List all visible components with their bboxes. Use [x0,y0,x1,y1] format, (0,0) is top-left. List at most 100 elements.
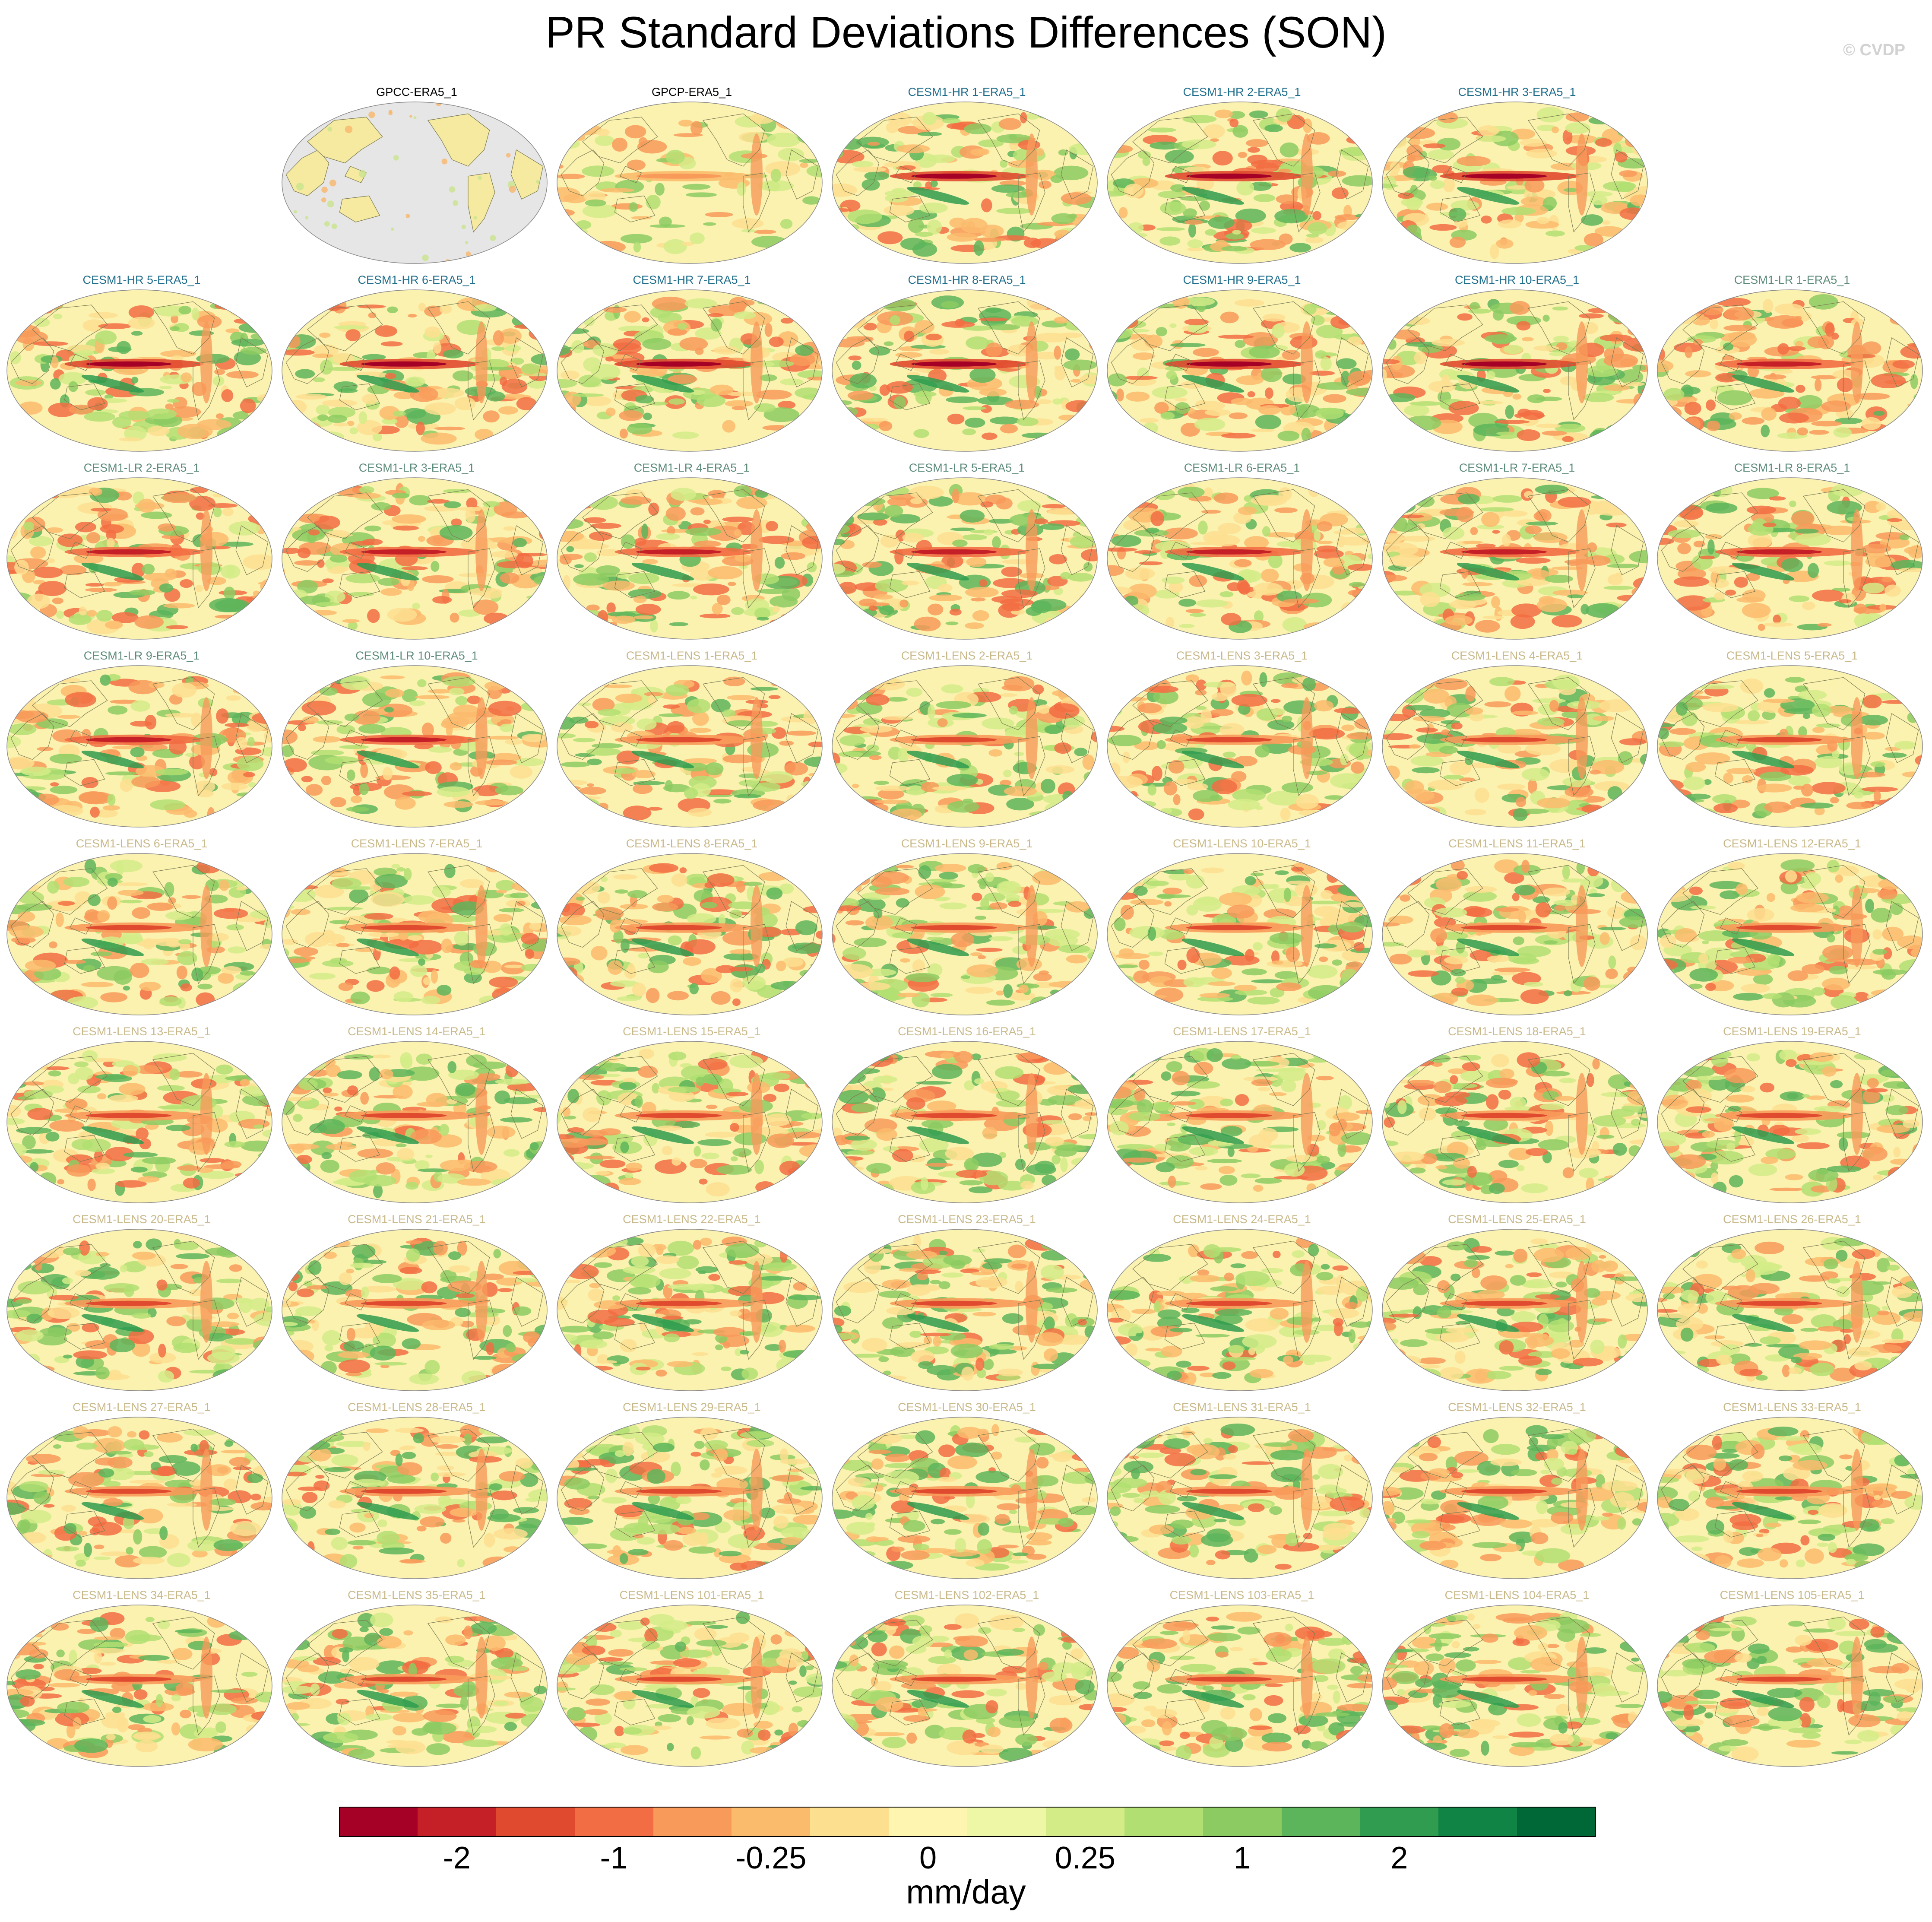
map-panel-title: CESM1-LR 4-ERA5_1 [633,461,750,474]
map-panel: CESM1-LENS 19-ERA5_1 [1656,1024,1928,1212]
map-panel-title: CESM1-LENS 15-ERA5_1 [623,1025,761,1038]
map-panel-image [1657,1605,1923,1767]
map-panel-grid: GPCC-ERA5_1 GPCP-ERA5_1 CESM1-HR 1-ERA5_1 C… [6,84,1928,1767]
map-panel-image [557,1229,823,1391]
map-panel-image [832,1605,1098,1767]
map-panel-image [1382,1041,1648,1203]
map-panel-image [6,1041,272,1203]
map-panel-title: CESM1-LENS 16-ERA5_1 [898,1025,1036,1038]
map-panel: CESM1-LENS 21-ERA5_1 [281,1212,553,1399]
colorbar-box [889,1807,968,1837]
map-panel-title: CESM1-LENS 8-ERA5_1 [626,837,758,850]
colorbar-box [810,1807,889,1837]
map-panel-title: CESM1-LR 2-ERA5_1 [83,461,200,474]
map-panel-image [557,1605,823,1767]
map-panel: CESM1-LENS 25-ERA5_1 [1381,1212,1653,1399]
map-panel: CESM1-LENS 24-ERA5_1 [1106,1212,1378,1399]
map-panel-title: CESM1-LENS 19-ERA5_1 [1723,1025,1861,1038]
map-panel-image [557,477,823,640]
map-panel-image [832,1229,1098,1391]
map-panel: CESM1-LENS 13-ERA5_1 [6,1024,278,1212]
map-panel-title: CESM1-HR 6-ERA5_1 [358,273,476,286]
map-panel-image [1382,1605,1648,1767]
map-panel-title: CESM1-HR 1-ERA5_1 [908,86,1026,98]
map-panel: CESM1-LENS 2-ERA5_1 [831,648,1103,836]
map-panel-image [1382,289,1648,452]
map-panel-title: CESM1-LENS 22-ERA5_1 [623,1213,761,1226]
map-panel: CESM1-LENS 16-ERA5_1 [831,1024,1103,1212]
figure-title: PR Standard Deviations Differences (SON) [545,8,1387,57]
map-panel-title: CESM1-LR 8-ERA5_1 [1734,461,1850,474]
map-panel: CESM1-LENS 26-ERA5_1 [1656,1212,1928,1399]
map-panel: CESM1-HR 10-ERA5_1 [1381,272,1653,460]
map-panel: CESM1-LENS 7-ERA5_1 [281,836,553,1024]
colorbar-box [339,1807,418,1837]
map-panel: CESM1-LENS 4-ERA5_1 [1381,648,1653,836]
map-panel-title: CESM1-LENS 30-ERA5_1 [898,1401,1036,1414]
map-panel-title: CESM1-LENS 13-ERA5_1 [73,1025,211,1038]
map-panel-image [6,665,272,828]
map-panel-title: CESM1-LENS 33-ERA5_1 [1723,1401,1861,1414]
colorbar-box [1360,1807,1439,1837]
colorbar-box [1281,1807,1360,1837]
map-panel-title: CESM1-LENS 34-ERA5_1 [73,1589,211,1602]
map-panel-title: CESM1-LENS 5-ERA5_1 [1726,649,1858,662]
map-panel: CESM1-LENS 3-ERA5_1 [1106,648,1378,836]
map-panel: CESM1-LENS 12-ERA5_1 [1656,836,1928,1024]
map-panel: CESM1-LENS 32-ERA5_1 [1381,1399,1653,1587]
map-panel: CESM1-LENS 11-ERA5_1 [1381,836,1653,1024]
map-panel: CESM1-HR 7-ERA5_1 [556,272,828,460]
map-panel: CESM1-LENS 22-ERA5_1 [556,1212,828,1399]
colorbar-frame [339,1807,1596,1837]
map-panel-title: CESM1-LR 9-ERA5_1 [83,649,200,662]
map-panel-image [832,665,1098,828]
map-panel-image [832,101,1098,264]
map-panel: CESM1-LR 2-ERA5_1 [6,460,278,648]
map-panel-image [832,1041,1098,1203]
map-panel-title: GPCC-ERA5_1 [376,86,457,98]
map-panel-image [557,101,823,264]
map-panel: CESM1-LENS 28-ERA5_1 [281,1399,553,1587]
map-panel-image [557,1417,823,1579]
map-panel-title: CESM1-LR 1-ERA5_1 [1734,273,1850,286]
map-panel-image [557,1041,823,1203]
map-panel: CESM1-LENS 29-ERA5_1 [556,1399,828,1587]
map-panel-image [557,289,823,452]
map-panel-title: CESM1-HR 3-ERA5_1 [1458,86,1576,98]
map-panel-image [832,1417,1098,1579]
map-panel-image [1657,477,1923,640]
map-panel-title: CESM1-LENS 32-ERA5_1 [1448,1401,1586,1414]
map-panel-title: CESM1-LENS 12-ERA5_1 [1723,837,1861,850]
map-panel-image [1107,853,1373,1015]
map-panel-image [282,1417,548,1579]
map-panel: CESM1-LR 6-ERA5_1 [1106,460,1378,648]
map-panel-image [1657,1417,1923,1579]
map-panel-image [1107,477,1373,640]
map-panel-image [1107,1605,1373,1767]
colorbar-tick-label: 2 [1390,1841,1408,1875]
colorbar-box [653,1807,732,1837]
map-panel-image [6,289,272,452]
map-panel: CESM1-LENS 27-ERA5_1 [6,1399,278,1587]
map-panel: CESM1-LR 10-ERA5_1 [281,648,553,836]
map-panel-image [6,477,272,640]
colorbar-tick-label: -1 [600,1841,628,1875]
colorbar-tick-label: 0 [919,1841,937,1875]
map-panel-title: CESM1-HR 10-ERA5_1 [1454,273,1580,286]
map-panel-title: CESM1-LR 6-ERA5_1 [1184,461,1300,474]
colorbar-tick-label: -2 [443,1841,471,1875]
map-panel: CESM1-LENS 8-ERA5_1 [556,836,828,1024]
map-panel-title: CESM1-HR 7-ERA5_1 [633,273,751,286]
map-panel: CESM1-LENS 23-ERA5_1 [831,1212,1103,1399]
map-panel-image [282,1041,548,1203]
colorbar [339,1807,1596,1837]
map-panel-title: CESM1-HR 8-ERA5_1 [908,273,1026,286]
map-panel: CESM1-HR 5-ERA5_1 [6,272,278,460]
map-panel: CESM1-HR 1-ERA5_1 [831,84,1103,272]
map-panel-title: CESM1-LENS 102-ERA5_1 [894,1589,1039,1602]
map-panel: CESM1-LENS 33-ERA5_1 [1656,1399,1928,1587]
map-panel-title: CESM1-LENS 28-ERA5_1 [348,1401,486,1414]
map-panel-image [1382,1229,1648,1391]
map-panel: CESM1-LENS 15-ERA5_1 [556,1024,828,1212]
map-panel: CESM1-HR 3-ERA5_1 [1381,84,1653,272]
